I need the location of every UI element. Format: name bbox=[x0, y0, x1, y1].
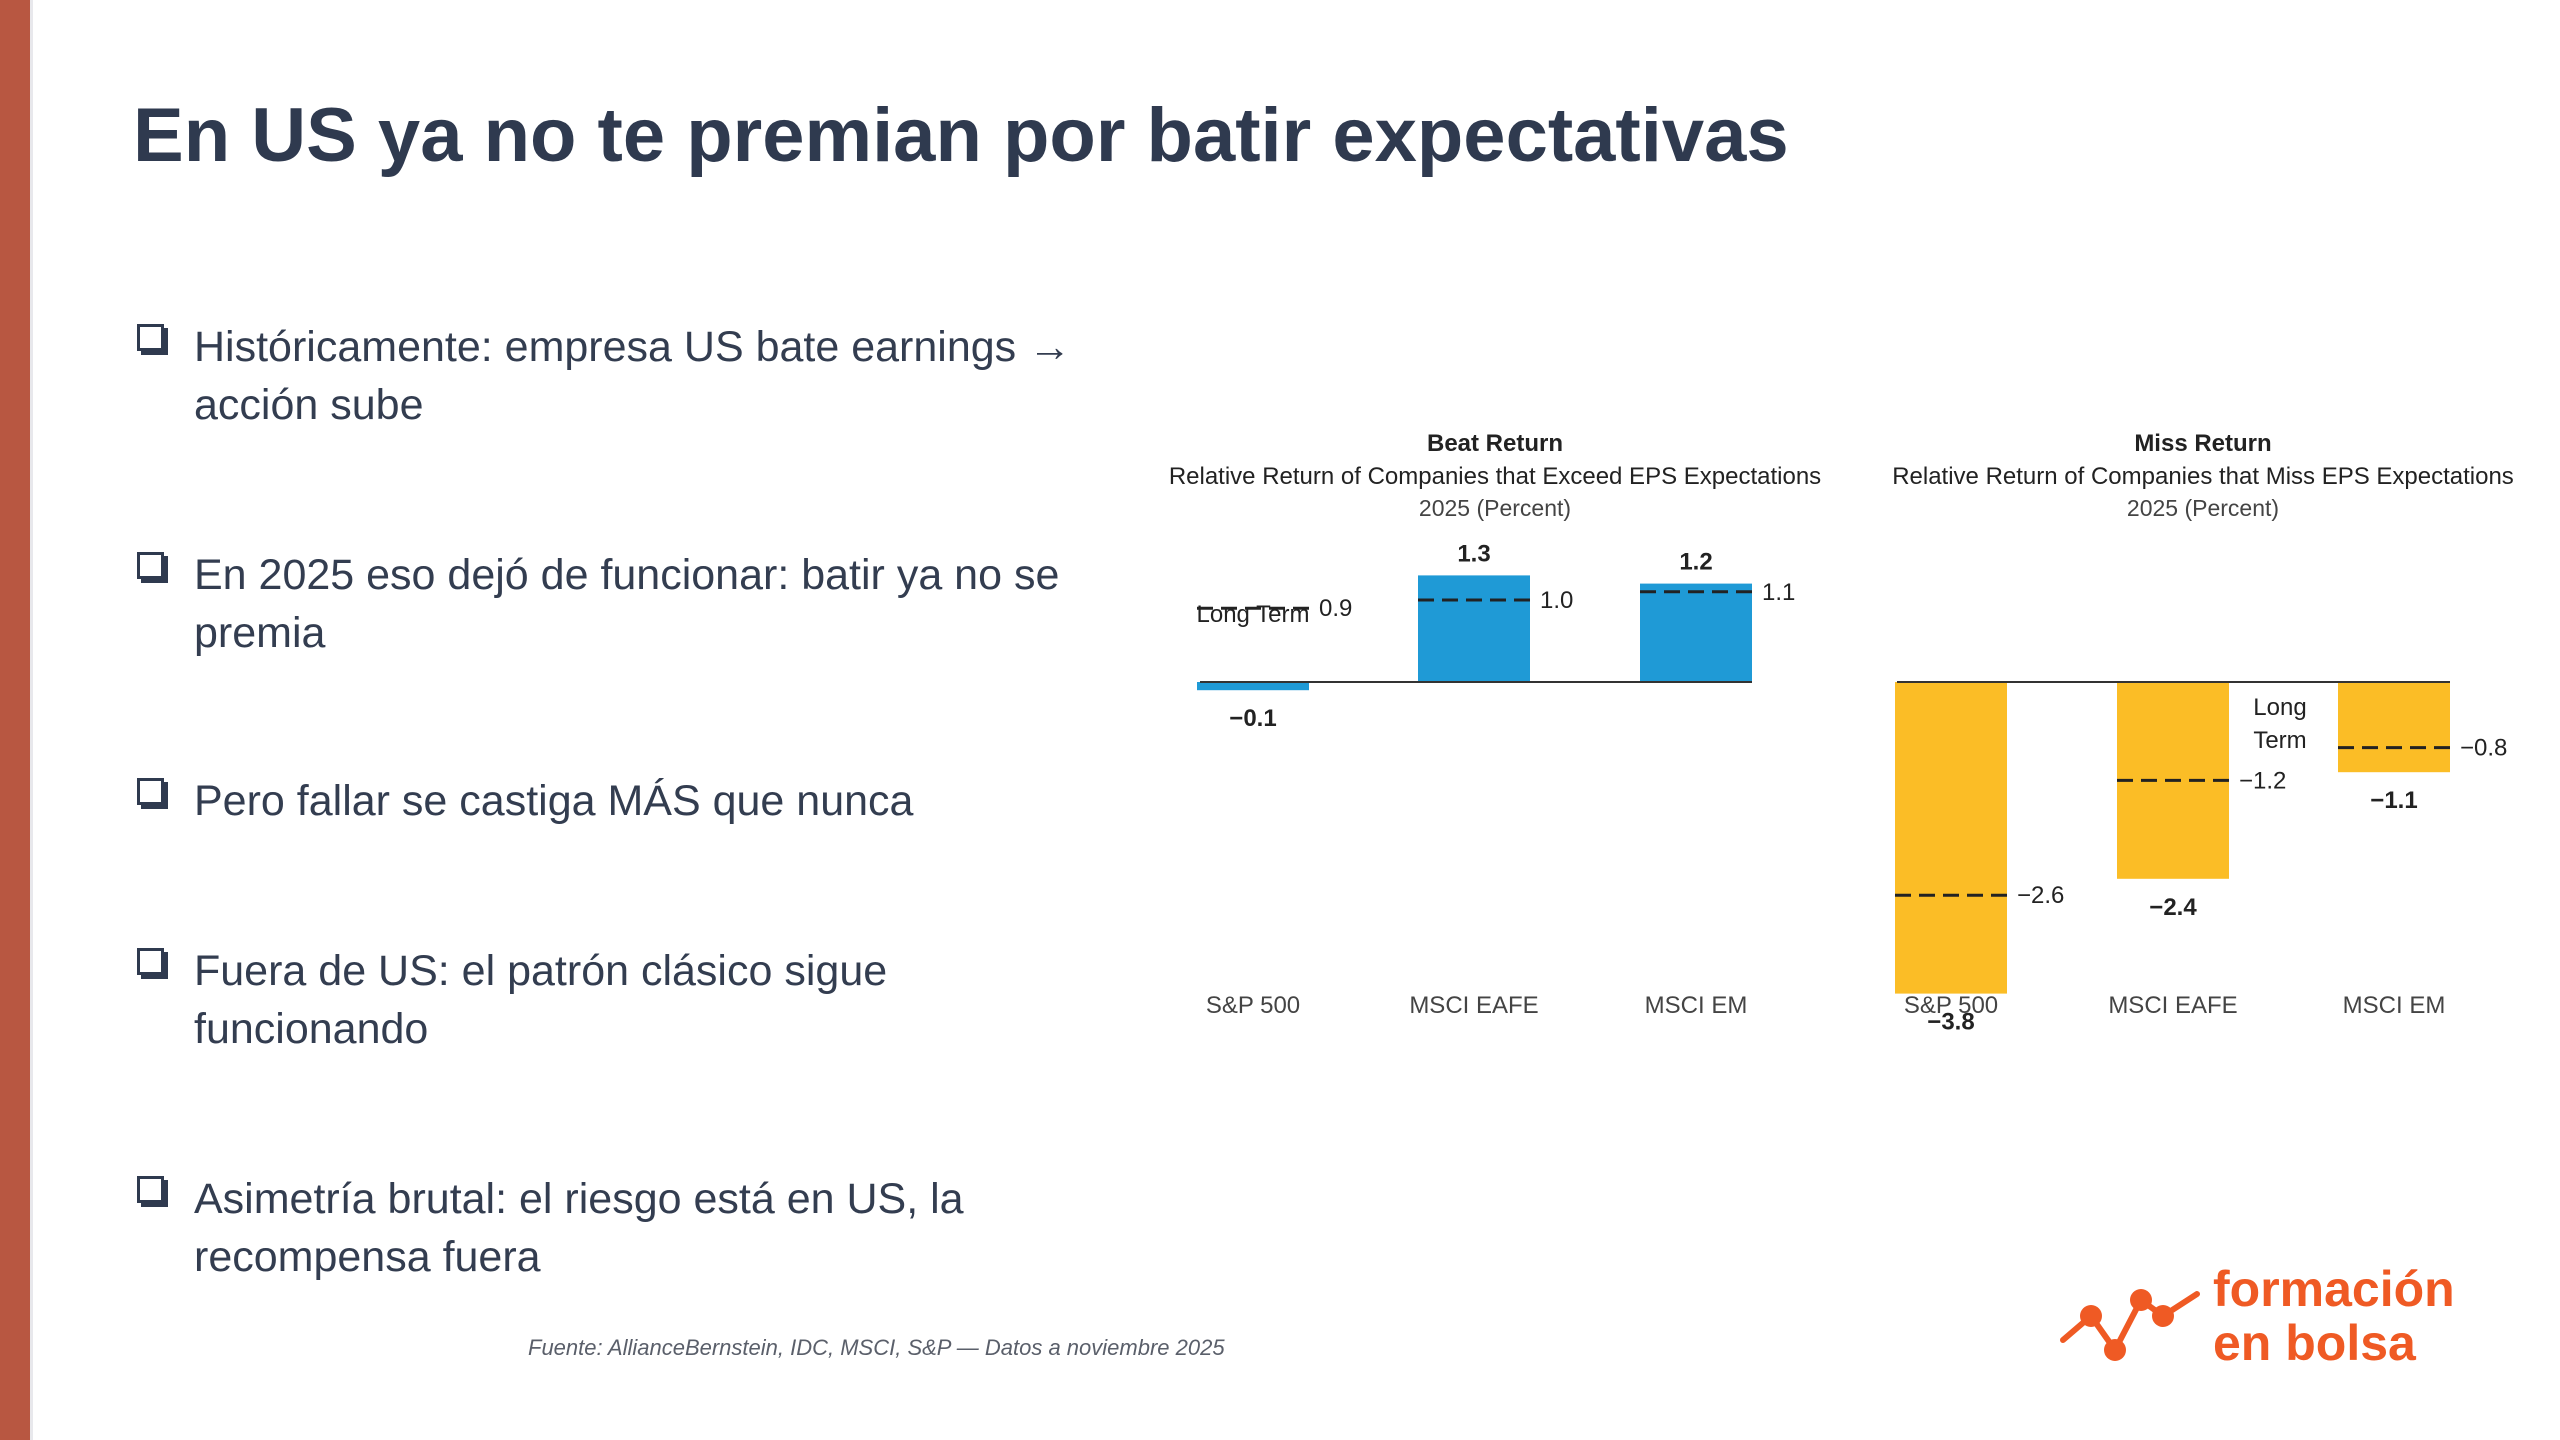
bullet-text: Fuera de US: el patrón clásico sigue bbox=[194, 947, 888, 995]
chart-title: Beat Return bbox=[1427, 430, 1563, 457]
bullet-text-continued: recompensa fuera bbox=[194, 1233, 541, 1281]
bullet-text: Históricamente: empresa US bate earnings… bbox=[194, 323, 1072, 371]
bar bbox=[1895, 682, 2007, 994]
value-label: −1.1 bbox=[2370, 787, 2417, 814]
bar bbox=[1197, 682, 1309, 691]
long-term-annotation: Long bbox=[2253, 694, 2306, 721]
sidebar-divider bbox=[30, 0, 33, 1440]
chart-unit-label: 2025 (Percent) bbox=[1419, 495, 1571, 521]
long-term-label: 1.0 bbox=[1540, 587, 1573, 614]
bar bbox=[1418, 575, 1530, 682]
category-label: S&P 500 bbox=[1206, 992, 1300, 1019]
bullet-text: Pero fallar se castiga MÁS que nunca bbox=[194, 777, 914, 825]
value-label: −0.1 bbox=[1229, 705, 1276, 732]
chart-unit-label: 2025 (Percent) bbox=[2127, 495, 2279, 521]
checkbox-icon bbox=[137, 948, 164, 975]
checkbox-icon bbox=[137, 1176, 164, 1203]
bullet-text-continued: funcionando bbox=[194, 1005, 429, 1053]
trend-line-icon bbox=[2060, 1289, 2200, 1361]
checkbox-icon bbox=[137, 552, 164, 579]
source-footnote: Fuente: AllianceBernstein, IDC, MSCI, S&… bbox=[528, 1335, 1225, 1360]
category-label: MSCI EAFE bbox=[1409, 992, 1538, 1019]
long-term-annotation: Term bbox=[2253, 727, 2306, 754]
chart-subtitle: Relative Return of Companies that Miss E… bbox=[1892, 463, 2514, 490]
bullet-text-continued: premia bbox=[194, 609, 326, 657]
value-label: −2.4 bbox=[2149, 894, 2197, 921]
bar bbox=[2338, 682, 2450, 773]
value-label: −3.8 bbox=[1927, 1009, 1974, 1035]
logo-text-line2: en bolsa bbox=[2213, 1315, 2416, 1371]
brand-logo: formación en bolsa bbox=[2055, 1260, 2485, 1380]
long-term-label: 1.1 bbox=[1762, 579, 1795, 606]
bullet-text: Asimetría brutal: el riesgo está en US, … bbox=[194, 1175, 964, 1223]
chart-title: Miss Return bbox=[2134, 430, 2271, 457]
long-term-label: 0.9 bbox=[1319, 595, 1352, 622]
long-term-label: −0.8 bbox=[2460, 735, 2507, 762]
checkbox-icon bbox=[137, 324, 164, 351]
checkbox-icon bbox=[137, 778, 164, 805]
slide-title: En US ya no te premian por batir expecta… bbox=[133, 93, 1789, 178]
bullet-text-continued: acción sube bbox=[194, 381, 424, 429]
long-term-annotation: Long Term bbox=[1197, 601, 1310, 628]
long-term-label: −2.6 bbox=[2017, 882, 2064, 909]
category-label: MSCI EAFE bbox=[2108, 992, 2237, 1019]
category-label: S&P 500 bbox=[1904, 992, 1998, 1019]
category-label: MSCI EM bbox=[1645, 992, 1748, 1019]
logo-text-line1: formación bbox=[2213, 1261, 2455, 1317]
value-label: 1.2 bbox=[1679, 549, 1712, 576]
value-label: 1.3 bbox=[1457, 540, 1490, 567]
bullet-text: En 2025 eso dejó de funcionar: batir ya … bbox=[194, 551, 1060, 599]
chart-subtitle: Relative Return of Companies that Exceed… bbox=[1169, 463, 1821, 490]
accent-sidebar bbox=[0, 0, 30, 1440]
chart-canvas: Beat Return Relative Return of Companies … bbox=[1169, 430, 2514, 1035]
bar bbox=[1640, 583, 1752, 682]
category-label: MSCI EM bbox=[2343, 992, 2446, 1019]
long-term-label: −1.2 bbox=[2239, 767, 2286, 794]
eps-returns-chart: Beat Return Relative Return of Companies … bbox=[1140, 415, 2560, 1035]
